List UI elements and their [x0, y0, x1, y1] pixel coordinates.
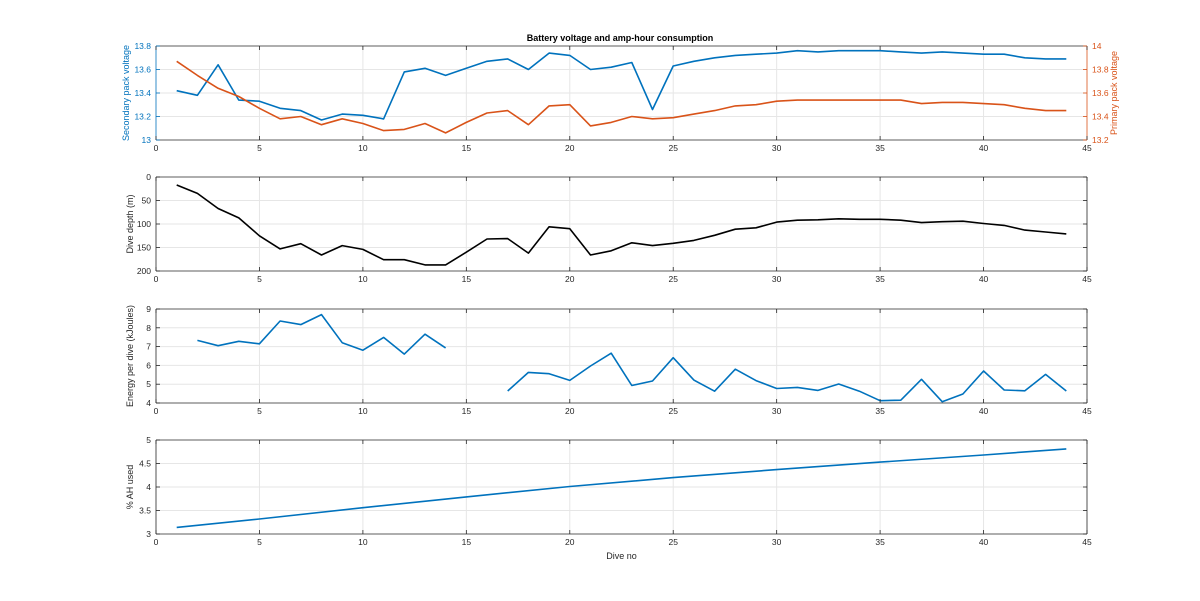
y-tick-label: 100	[137, 219, 151, 229]
x-tick-label: 40	[979, 537, 989, 547]
y-tick-label: 13.2	[134, 112, 151, 122]
y-tick-label-right: 13.4	[1092, 112, 1109, 122]
y-tick-label-right: 13.6	[1092, 88, 1109, 98]
series-line-1-2	[176, 60, 1067, 134]
x-tick-label: 35	[875, 406, 885, 416]
series-line-1-1	[176, 49, 1067, 121]
x-tick-label: 15	[462, 274, 472, 284]
y-tick-label: 50	[142, 196, 152, 206]
y-tick-label: 13.8	[134, 41, 151, 51]
x-tick-label: 25	[668, 274, 678, 284]
y-tick-label: 5	[146, 379, 151, 389]
subplots: 0 5 10 15 20 25 30 35 40 451313.213.413.613.813.2…	[121, 41, 1119, 561]
subplot-1: 0 5 10 15 20 25 30 35 40 45 13 13.2 13.4 13.6 13.8 13.2…	[121, 41, 1119, 153]
x-tick-label: 20	[565, 274, 575, 284]
x-tick-label: 0	[154, 406, 159, 416]
series-line-2-1	[176, 184, 1067, 266]
x-tick-label: 5	[257, 537, 262, 547]
x-tick-label: 45	[1082, 143, 1092, 153]
subplot-2: 0 5 10 15 20 25 30 35 40 45 0 50 100 150 200 Dive depth…	[125, 172, 1092, 284]
y-axis-label: Dive depth (m)	[125, 194, 135, 253]
x-tick-label: 30	[772, 406, 782, 416]
x-tick-label: 10	[358, 143, 368, 153]
y-tick-label: 13.4	[134, 88, 151, 98]
x-tick-label: 45	[1082, 537, 1092, 547]
x-tick-label: 5	[257, 406, 262, 416]
x-tick-label: 40	[979, 143, 989, 153]
y-tick-label: 200	[137, 266, 151, 276]
x-tick-label: 45	[1082, 406, 1092, 416]
x-tick-label: 15	[462, 143, 472, 153]
series-line-3-2	[507, 352, 1067, 403]
x-tick-label: 20	[565, 143, 575, 153]
y-axis-label-right: Primary pack voltage	[1109, 51, 1119, 135]
x-tick-label: 35	[875, 143, 885, 153]
x-tick-label: 40	[979, 274, 989, 284]
y-tick-label: 5	[146, 435, 151, 445]
x-tick-label: 20	[565, 406, 575, 416]
x-tick-label: 35	[875, 537, 885, 547]
x-tick-label: 20	[565, 537, 575, 547]
x-tick-label: 0	[154, 274, 159, 284]
y-tick-label-right: 13.2	[1092, 135, 1109, 145]
y-tick-label: 0	[146, 172, 151, 182]
subplot-4: 0 5 10 15 20 25 30 35 40 45 3 3.5 4 4.5 5 % AH used Dive…	[125, 435, 1092, 561]
y-tick-label: 13	[142, 135, 152, 145]
x-tick-label: 10	[358, 274, 368, 284]
x-tick-label: 0	[154, 143, 159, 153]
x-tick-label: 10	[358, 537, 368, 547]
y-tick-label: 4	[146, 398, 151, 408]
y-tick-label: 8	[146, 323, 151, 333]
x-tick-label: 25	[668, 143, 678, 153]
y-tick-label: 6	[146, 360, 151, 370]
x-tick-label: 35	[875, 274, 885, 284]
x-tick-label: 40	[979, 406, 989, 416]
y-axis-label: Energy per dive (kJoules)	[125, 305, 135, 407]
y-axis-label: % AH used	[125, 465, 135, 510]
y-tick-label: 3.5	[139, 506, 151, 516]
y-tick-label-right: 13.8	[1092, 65, 1109, 75]
x-tick-label: 10	[358, 406, 368, 416]
x-tick-label: 45	[1082, 274, 1092, 284]
y-tick-label: 13.6	[134, 65, 151, 75]
x-tick-label: 25	[668, 406, 678, 416]
x-tick-label: 25	[668, 537, 678, 547]
x-tick-label: 30	[772, 537, 782, 547]
figure-title: Battery voltage and amp-hour consumption	[527, 33, 714, 43]
x-tick-label: 15	[462, 406, 472, 416]
y-tick-label: 150	[137, 243, 151, 253]
x-tick-label: 5	[257, 274, 262, 284]
y-tick-label-right: 14	[1092, 41, 1102, 51]
x-tick-label: 0	[154, 537, 159, 547]
y-tick-label: 7	[146, 342, 151, 352]
x-tick-label: 30	[772, 274, 782, 284]
series-line-3-1	[197, 313, 447, 355]
x-tick-label: 5	[257, 143, 262, 153]
x-tick-label: 30	[772, 143, 782, 153]
series-line-4-1	[176, 448, 1067, 529]
y-tick-label: 4.5	[139, 459, 151, 469]
y-tick-label: 3	[146, 529, 151, 539]
x-tick-label: 15	[462, 537, 472, 547]
y-tick-label: 4	[146, 482, 151, 492]
y-axis-label: Secondary pack voltage	[121, 45, 131, 141]
y-tick-label: 9	[146, 304, 151, 314]
x-axis-label: Dive no	[606, 551, 637, 561]
